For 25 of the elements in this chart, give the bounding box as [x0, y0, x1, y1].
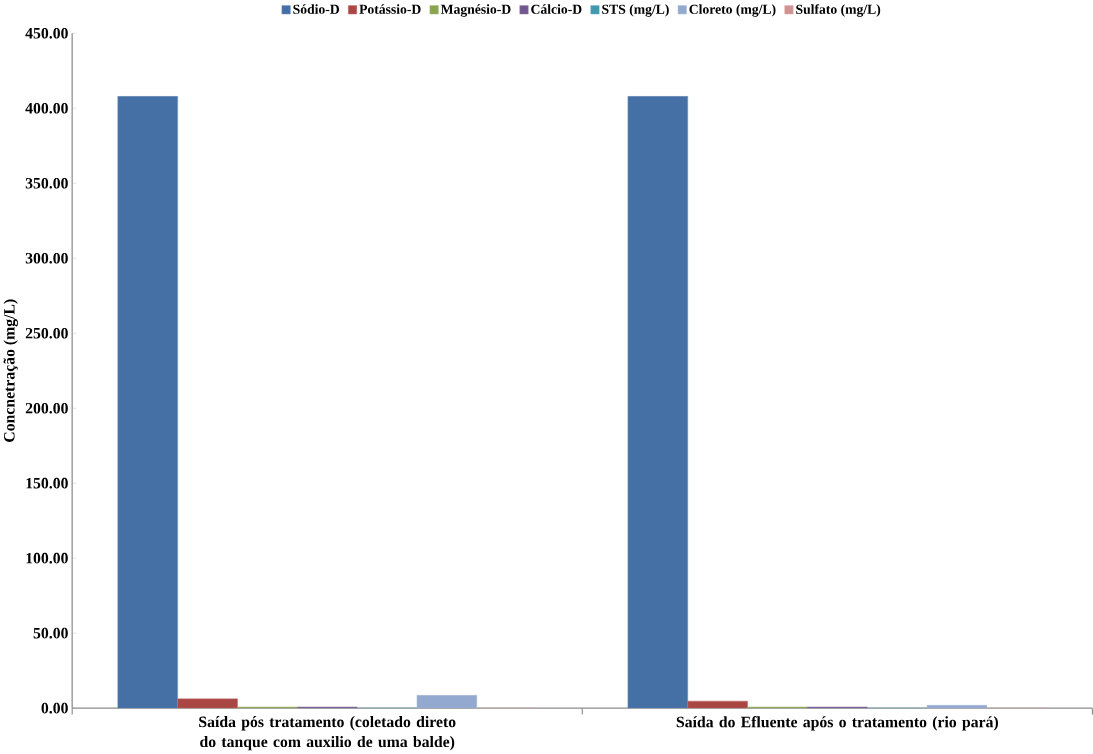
y-tick-label: 400.00 — [25, 103, 68, 114]
legend-label: STS (mg/L) — [602, 4, 669, 17]
x-tick-label: Saída pós tratamento (coletado direto do tanque com auxilio de uma balde) — [199, 716, 456, 751]
y-tick-label: 100.00 — [26, 552, 68, 564]
y-tick-label: 450.00 — [25, 28, 68, 39]
bar — [926, 705, 988, 709]
y-axis-title: Concnetração (mg/L) — [3, 299, 18, 442]
x-tick-label: Saída do Efluente após o tratamento (rio pará) — [676, 716, 998, 731]
y-tick-label: 300.00 — [25, 252, 68, 264]
y-tick-label: 50.00 — [33, 627, 68, 639]
y-tick-label: 350.00 — [25, 178, 68, 189]
y-tick-label: 200.00 — [25, 402, 68, 414]
y-tick-label: 150.00 — [26, 477, 68, 489]
legend-label: Potássio-D — [359, 4, 421, 14]
legend-label: Magnésio-D — [440, 4, 511, 17]
bar — [416, 695, 478, 709]
y-tick-label: 0.00 — [41, 702, 68, 714]
bar — [177, 698, 238, 709]
bar — [627, 96, 689, 709]
legend-label: Sódio-D — [293, 4, 340, 14]
legend-label: Cálcio-D — [531, 4, 582, 14]
legend-label: Cloreto (mg/L) — [689, 4, 776, 17]
bar — [117, 96, 178, 709]
y-tick-label: 250.00 — [25, 327, 68, 339]
legend-label: Sulfato (mg/L) — [796, 4, 881, 17]
